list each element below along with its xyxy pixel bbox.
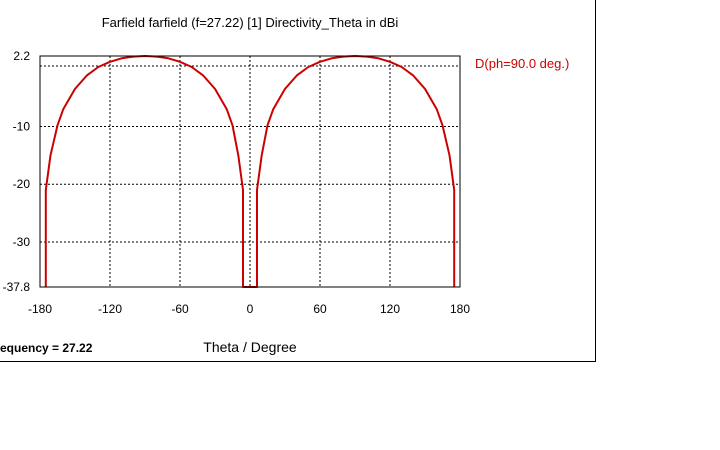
- y-tick-labels: 2.2 -10 -20 -30 -37.8: [3, 49, 31, 294]
- farfield-chart: Farfield farfield (f=27.22) [1] Directiv…: [0, 15, 569, 355]
- y-tick-label: 2.2: [13, 49, 30, 63]
- x-tick-label: -60: [171, 302, 189, 316]
- frequency-readout: equency = 27.22: [0, 341, 93, 355]
- x-tick-label: -120: [98, 302, 122, 316]
- y-tick-label: -10: [13, 119, 31, 133]
- legend-entry: D(ph=90.0 deg.): [475, 56, 569, 71]
- grid: [40, 56, 460, 287]
- y-tick-label: -20: [13, 177, 31, 191]
- chart-window: Farfield farfield (f=27.22) [1] Directiv…: [0, 0, 596, 362]
- x-axis-label: Theta / Degree: [203, 339, 297, 355]
- x-tick-label: 60: [313, 302, 327, 316]
- x-tick-label: 180: [450, 302, 470, 316]
- x-tick-label: -180: [28, 302, 52, 316]
- x-tick-label: 120: [380, 302, 400, 316]
- y-tick-label: -30: [13, 235, 31, 249]
- x-tick-labels: -180 -120 -60 0 60 120 180: [28, 302, 470, 316]
- chart-title: Farfield farfield (f=27.22) [1] Directiv…: [102, 15, 399, 30]
- plot-area-border: [39, 55, 461, 288]
- x-tick-label: 0: [247, 302, 254, 316]
- y-tick-label: -37.8: [3, 280, 31, 294]
